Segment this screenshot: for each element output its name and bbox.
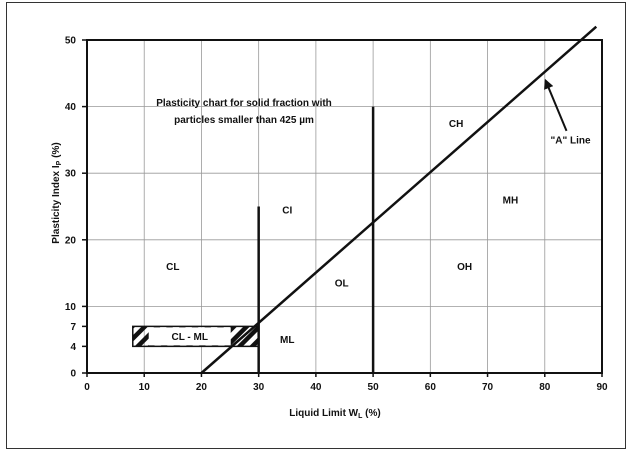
x-tick-label: 10 — [139, 382, 151, 393]
x-tick-label: 40 — [310, 382, 322, 393]
x-tick-label: 0 — [84, 382, 90, 393]
x-tick-label: 90 — [596, 382, 608, 393]
hatched-zone-layer: CL - ML — [132, 325, 260, 348]
region-labels: CL CI ML OL CH OH MH — [166, 119, 518, 346]
x-tick-label: 60 — [425, 382, 437, 393]
plot-area-border — [86, 39, 603, 374]
x-tick-label: 20 — [196, 382, 208, 393]
a-line-arrow — [544, 78, 568, 132]
x-tick-label: 80 — [539, 382, 551, 393]
chart-title-line-1: Plasticity chart for solid fraction with — [156, 98, 332, 109]
y-tick-label: 30 — [65, 169, 77, 180]
y-tick-label: 40 — [65, 102, 77, 113]
y-tick-label: 50 — [65, 36, 77, 47]
y-tick-label: 0 — [70, 369, 76, 380]
x-tick-label: 50 — [368, 382, 380, 393]
region-label-oh: OH — [457, 262, 472, 273]
a-line — [200, 25, 598, 374]
y-tick-label: 20 — [65, 235, 77, 246]
x-tick-label: 30 — [253, 382, 265, 393]
boundary-lines — [200, 25, 598, 374]
y-tick-label: 4 — [70, 342, 76, 353]
chart-title-line-2: particles smaller than 425 µm — [174, 115, 314, 126]
cl-ml-label-bg — [148, 327, 231, 346]
plasticity-chart: CL - ML 0 10 20 30 40 50 60 70 80 90 0 4 7 10 20 30 40 50… — [51, 25, 608, 420]
region-label-cl-ml: CL - ML — [171, 332, 207, 343]
y-axis-title: Plasticity Index IP (%) — [51, 142, 63, 243]
region-label-cl: CL — [166, 262, 179, 273]
a-line-annotation-label: "A" Line — [551, 135, 591, 146]
region-label-ci: CI — [282, 205, 292, 216]
axis-ticks: 0 10 20 30 40 50 60 70 80 90 0 4 7 10 20 30 40 50 — [65, 36, 608, 394]
x-axis-title: Liquid Limit WL (%) — [289, 408, 381, 420]
region-label-ol: OL — [335, 279, 349, 290]
region-label-ch: CH — [449, 119, 463, 130]
a-line-annotation: "A" Line — [544, 78, 591, 146]
region-label-mh: MH — [503, 195, 519, 206]
x-tick-label: 70 — [482, 382, 494, 393]
region-label-ml: ML — [280, 335, 294, 346]
y-tick-label: 7 — [70, 322, 76, 333]
y-tick-label: 10 — [65, 302, 77, 313]
figure-frame: CL - ML 0 10 20 30 40 50 60 70 80 90 0 4 7 10 20 30 40 50… — [6, 2, 626, 449]
